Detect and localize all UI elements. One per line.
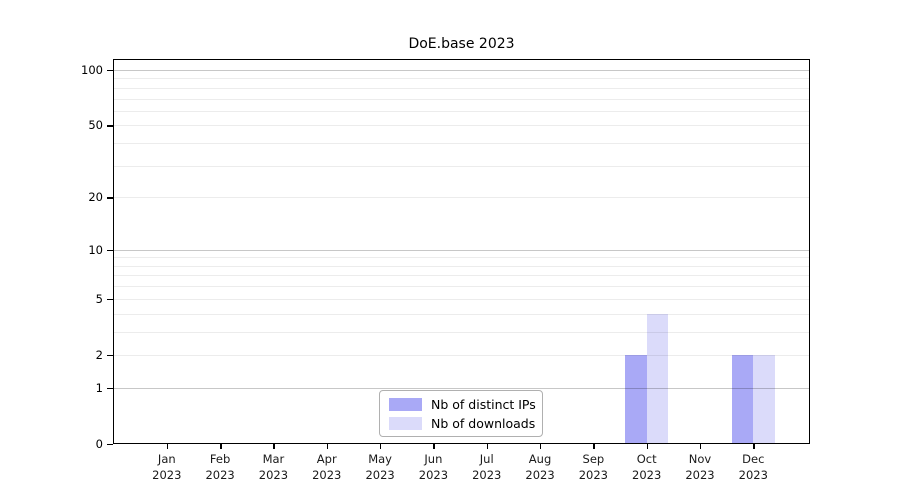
legend-item-downloads: Nb of downloads: [389, 415, 536, 431]
legend-item-distinct-ips: Nb of distinct IPs: [389, 396, 536, 412]
x-tick-feb: [220, 444, 222, 449]
x-tick-label-may: May 2023: [365, 452, 395, 482]
y-tick-2: [107, 354, 113, 357]
y-tick-label-2: 2: [95, 347, 103, 362]
gridline-minor-90: [113, 78, 810, 80]
gridline-minor-4: [113, 313, 810, 315]
x-tick-label-apr: Apr 2023: [312, 452, 342, 482]
x-tick-label-jan: Jan 2023: [152, 452, 182, 482]
gridline-minor-70: [113, 98, 810, 100]
x-tick-sep: [593, 444, 595, 449]
x-tick-mar: [273, 444, 275, 449]
gridline-minor-7: [113, 275, 810, 277]
gridline-minor-9: [113, 257, 810, 259]
gridline-minor-8: [113, 265, 810, 267]
gridline-minor-3: [113, 331, 810, 333]
x-tick-oct: [646, 444, 649, 449]
y-tick-label-1: 1: [95, 380, 103, 395]
y-tick-label-10: 10: [88, 242, 103, 257]
y-tick-20: [107, 197, 113, 199]
x-tick-jan: [166, 444, 169, 449]
legend-swatch-distinct-ips: [389, 397, 422, 411]
y-tick-label-100: 100: [81, 63, 103, 77]
bar-downloads-dec: [753, 354, 775, 444]
legend-swatch-downloads: [389, 416, 422, 430]
gridline-major-10: [113, 249, 810, 251]
x-tick-label-mar: Mar 2023: [258, 452, 289, 482]
y-tick-0: [107, 444, 113, 446]
gridline-minor-30: [113, 165, 810, 167]
x-tick-jun: [433, 444, 435, 449]
plot-frame: [113, 59, 810, 444]
gridline-minor-2: [113, 354, 810, 356]
gridline-minor-50: [113, 125, 810, 127]
x-tick-jul: [486, 444, 489, 449]
x-tick-label-oct: Oct 2023: [632, 452, 662, 482]
y-tick-5: [107, 298, 113, 301]
gridline-minor-40: [113, 143, 810, 145]
gridline-major-1: [113, 387, 810, 389]
bar-distinct-ips-dec: [732, 354, 754, 444]
legend-label-downloads: Nb of downloads: [431, 415, 536, 431]
y-tick-1: [107, 387, 113, 390]
bar-downloads-oct: [646, 313, 668, 444]
chart-title: DoE.base 2023: [408, 36, 515, 52]
x-tick-aug: [540, 444, 542, 449]
x-tick-nov: [700, 444, 702, 449]
gridline-minor-6: [113, 286, 810, 288]
gridline-minor-60: [113, 110, 810, 112]
bar-distinct-ips-oct: [625, 354, 647, 444]
gridline-minor-80: [113, 87, 810, 89]
y-tick-label-0: 0: [95, 437, 103, 451]
x-tick-may: [380, 444, 382, 449]
x-tick-label-jun: Jun 2023: [418, 452, 449, 482]
legend: Nb of distinct IPs Nb of downloads: [379, 390, 543, 437]
x-tick-label-jul: Jul 2023: [472, 452, 502, 482]
gridline-minor-5: [113, 298, 810, 300]
x-tick-apr: [326, 444, 329, 449]
y-tick-label-50: 50: [88, 118, 103, 133]
x-tick-label-sep: Sep 2023: [578, 452, 608, 482]
x-tick-label-nov: Nov 2023: [685, 452, 715, 482]
x-tick-label-aug: Aug 2023: [525, 452, 555, 482]
y-tick-10: [107, 249, 113, 252]
legend-label-distinct-ips: Nb of distinct IPs: [431, 396, 536, 412]
y-tick-100: [107, 70, 113, 72]
gridline-minor-20: [113, 197, 810, 199]
gridline-major-100: [113, 70, 810, 71]
x-tick-dec: [753, 444, 755, 449]
x-tick-label-feb: Feb 2023: [205, 452, 235, 482]
y-tick-50: [107, 125, 113, 127]
y-tick-label-5: 5: [95, 291, 103, 306]
y-tick-label-20: 20: [88, 190, 103, 205]
x-tick-label-dec: Dec 2023: [738, 452, 768, 482]
